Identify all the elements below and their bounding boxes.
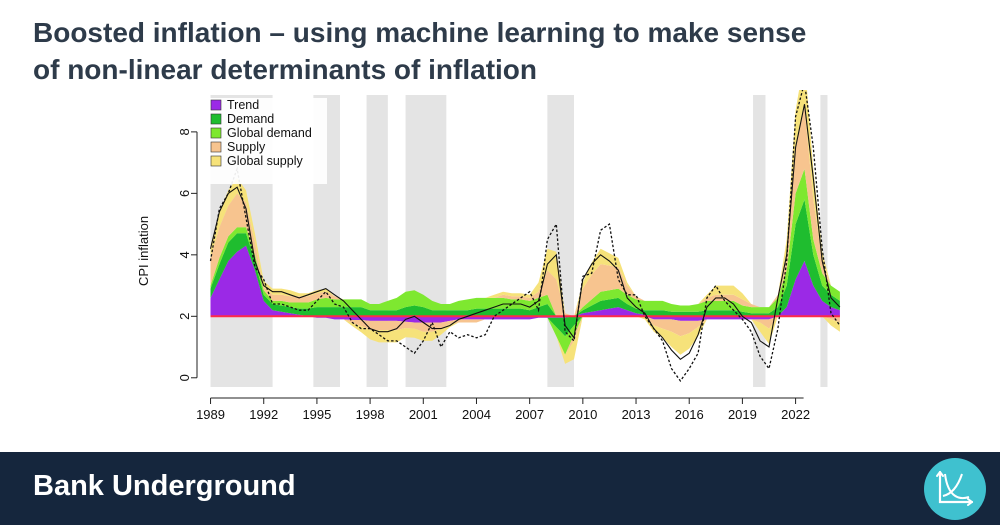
cpi-inflation-dotted-line bbox=[209, 90, 841, 383]
x-tick-label: 1992 bbox=[249, 407, 278, 422]
x-tick-label: 1989 bbox=[196, 407, 225, 422]
brand-name: Bank Underground bbox=[33, 470, 296, 502]
x-tick-label: 2016 bbox=[675, 407, 704, 422]
x-tick-label: 2019 bbox=[728, 407, 757, 422]
area-global-demand-negative bbox=[210, 316, 840, 355]
footer-banner: Bank Underground bbox=[0, 452, 1000, 525]
area-global-supply-positive bbox=[210, 90, 840, 317]
shaded-period bbox=[405, 95, 447, 387]
shaded-period bbox=[366, 95, 388, 387]
y-tick-label: 8 bbox=[177, 128, 192, 135]
shaded-period bbox=[820, 95, 828, 387]
x-tick-label: 1995 bbox=[302, 407, 331, 422]
chart-curve-icon[interactable] bbox=[924, 458, 986, 520]
page-title: Boosted inflation – using machine learni… bbox=[33, 14, 933, 88]
inflation-decomposition-chart: 0 2 4 6 8 CPI inflation 1989 1992 1995 1998 2001 20… bbox=[136, 90, 841, 422]
legend-swatch bbox=[210, 113, 222, 125]
x-tick-label: 2004 bbox=[462, 407, 491, 422]
area-supply-negative bbox=[210, 316, 840, 355]
legend-label: Demand bbox=[227, 112, 274, 126]
legend-swatch bbox=[210, 99, 222, 111]
area-trend-negative bbox=[210, 316, 840, 323]
legend-label: Global demand bbox=[227, 126, 312, 140]
x-tick-label: 2001 bbox=[409, 407, 438, 422]
legend-label: Global supply bbox=[227, 154, 303, 168]
axes: 0 2 4 6 8 CPI inflation 1989 1992 1995 1998 2001 20… bbox=[136, 128, 810, 422]
legend-box bbox=[205, 98, 327, 184]
x-tick-label: 2013 bbox=[622, 407, 651, 422]
area-global-supply-negative bbox=[210, 316, 840, 364]
logo-graphic bbox=[936, 470, 974, 506]
x-tick-label: 2007 bbox=[515, 407, 544, 422]
x-tick-label: 1998 bbox=[356, 407, 385, 422]
y-tick-label: 0 bbox=[177, 374, 192, 381]
y-tick-label: 2 bbox=[177, 313, 192, 320]
legend-swatch bbox=[210, 141, 222, 153]
legend-swatch bbox=[210, 155, 222, 167]
legend-label: Trend bbox=[227, 98, 259, 112]
inflation-lines bbox=[209, 90, 841, 383]
area-supply-positive bbox=[210, 107, 840, 317]
x-tick-label: 2010 bbox=[568, 407, 597, 422]
y-tick-label: 4 bbox=[177, 251, 192, 258]
title-line-2: of non-linear determinants of inflation bbox=[33, 54, 537, 85]
legend-label: Supply bbox=[227, 140, 266, 154]
model-fit-solid-line bbox=[209, 104, 841, 361]
x-tick-label: 2022 bbox=[781, 407, 810, 422]
title-line-1: Boosted inflation – using machine learni… bbox=[33, 17, 807, 48]
y-axis-label: CPI inflation bbox=[136, 216, 151, 286]
y-tick-label: 6 bbox=[177, 190, 192, 197]
legend-swatch bbox=[210, 127, 222, 139]
